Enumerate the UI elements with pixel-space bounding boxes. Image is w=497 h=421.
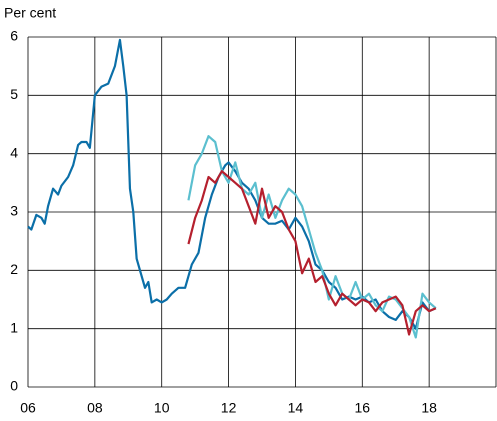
x-tick-label: 08 bbox=[87, 400, 103, 416]
y-tick-label: 2 bbox=[10, 261, 18, 277]
x-tick-label: 12 bbox=[221, 400, 237, 416]
y-tick-label: 1 bbox=[10, 319, 18, 335]
y-tick-label: 4 bbox=[10, 144, 18, 160]
x-tick-label: 06 bbox=[20, 400, 36, 416]
x-tick-label: 16 bbox=[354, 400, 370, 416]
y-tick-label: 0 bbox=[10, 378, 18, 394]
y-tick-label: 5 bbox=[10, 86, 18, 102]
x-tick-label: 18 bbox=[421, 400, 437, 416]
x-tick-label: 14 bbox=[288, 400, 304, 416]
series-line bbox=[187, 170, 437, 336]
series-line bbox=[27, 38, 437, 330]
x-tick-label: 10 bbox=[154, 400, 170, 416]
y-axis-label: Per cent bbox=[4, 5, 56, 21]
y-tick-label: 3 bbox=[10, 203, 18, 219]
y-tick-label: 6 bbox=[10, 28, 18, 44]
